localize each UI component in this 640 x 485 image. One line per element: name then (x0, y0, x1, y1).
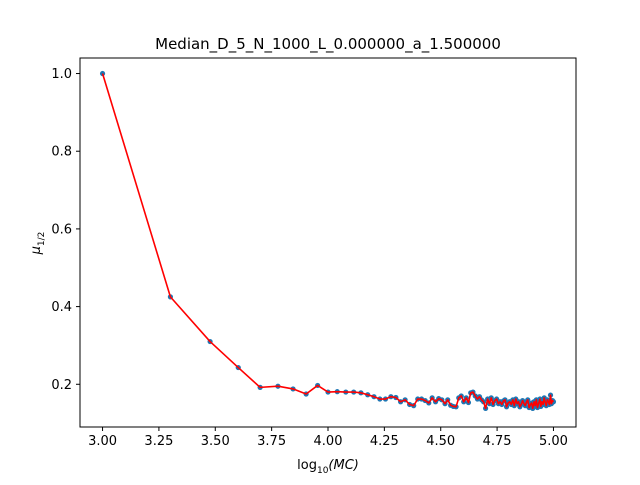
y-axis-label-subscript: 1/2 (37, 232, 47, 246)
data-point (99, 70, 106, 77)
x-axis-label-log: log (297, 458, 317, 473)
y-tick-label: 1.0 (51, 67, 72, 82)
series-line (101, 73, 555, 410)
y-tick-label: 0.8 (51, 145, 72, 160)
chart-title: Median_D_5_N_1000_L_0.000000_a_1.500000 (155, 35, 501, 54)
x-tick-label: 3.25 (144, 434, 173, 449)
y-tick-label: 0.2 (51, 378, 72, 393)
x-tick-label: 4.50 (426, 434, 455, 449)
y-axis: 0.2 0.4 0.6 0.8 1.0 (51, 67, 80, 393)
x-tick-label: 4.00 (314, 434, 343, 449)
x-tick-label: 3.75 (257, 434, 286, 449)
y-axis-label: μ1/2 (29, 232, 47, 256)
y-tick-label: 0.4 (51, 300, 72, 315)
y-axis-label-mu: μ (29, 246, 44, 255)
x-tick-label: 3.00 (88, 434, 117, 449)
x-axis-label: log10(MC) (297, 458, 359, 476)
x-axis: 3.00 3.25 3.50 3.75 4.00 4.25 4.50 4.75 5.00 (88, 427, 568, 449)
y-tick-label: 0.6 (51, 222, 72, 237)
x-axis-label-subscript: 10 (317, 466, 329, 476)
x-tick-label: 3.50 (201, 434, 230, 449)
x-tick-label: 4.75 (483, 434, 512, 449)
x-axis-label-argument: (MC) (328, 458, 358, 473)
data-layer (99, 70, 557, 411)
x-tick-label: 5.00 (539, 434, 568, 449)
x-tick-label: 4.25 (370, 434, 399, 449)
